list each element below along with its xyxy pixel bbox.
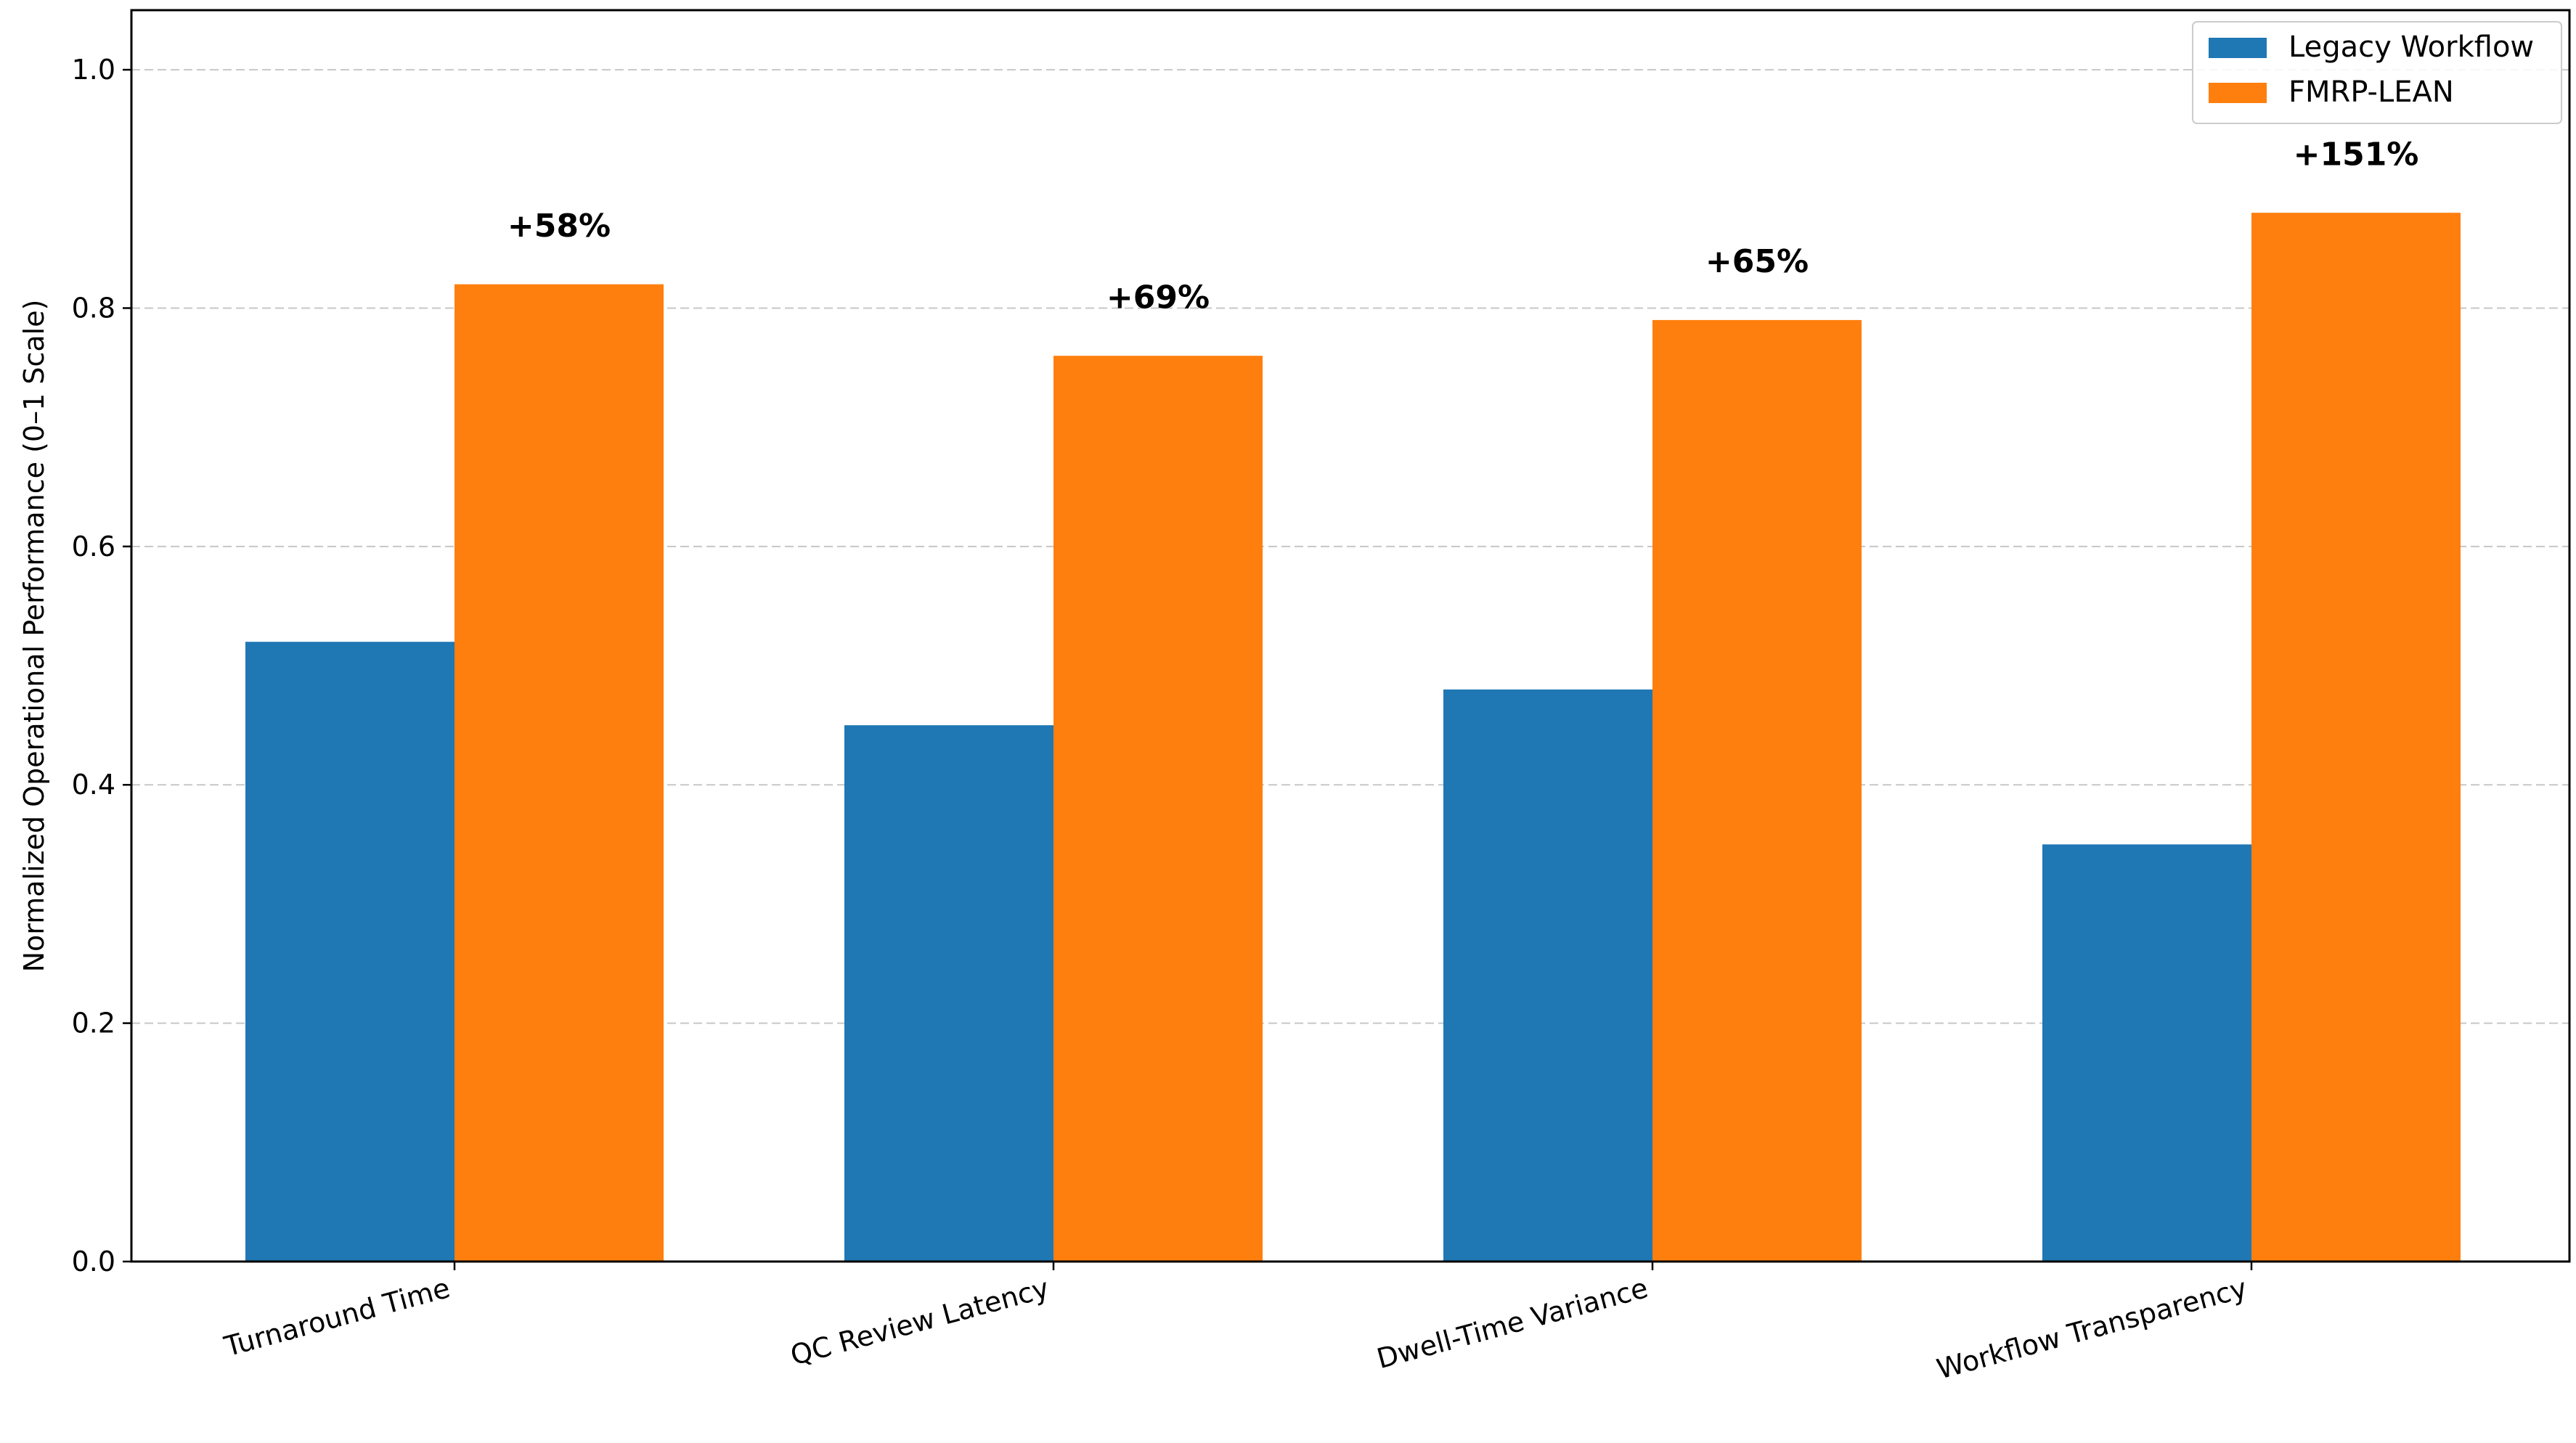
y-tick-label: 0.6: [72, 531, 115, 563]
legend: Legacy Workflow FMRP-LEAN: [2192, 21, 2562, 124]
annotation-layer: +58% +69% +65% +151%: [508, 136, 2419, 316]
improvement-annotation: +65%: [1705, 243, 1809, 280]
bar-fmrp-2: [1652, 319, 1862, 1262]
legend-swatch: [2209, 38, 2267, 58]
legend-label: Legacy Workflow: [2288, 30, 2534, 64]
bar-legacy-3: [2042, 844, 2251, 1262]
x-tick-label: QC Review Latency: [787, 1272, 1052, 1371]
y-tick-label: 0.0: [72, 1246, 115, 1278]
x-axis: Turnaround Time QC Review Latency Dwell-Ti…: [221, 1262, 2253, 1386]
bar-fmrp-1: [1053, 356, 1263, 1262]
improvement-annotation: +69%: [1106, 279, 1210, 316]
legend-box: [2192, 21, 2562, 124]
plot-frame: [130, 9, 2571, 1263]
x-tick-label: Turnaround Time: [221, 1272, 454, 1362]
bar-legacy-2: [1443, 689, 1652, 1262]
improvement-annotation: +58%: [508, 208, 611, 245]
x-tick-label: Dwell-Time Variance: [1374, 1272, 1652, 1375]
bar-legacy-0: [245, 642, 455, 1262]
bar-fmrp-0: [455, 284, 664, 1262]
y-tick-label: 0.2: [72, 1007, 115, 1039]
y-tick-label: 0.4: [72, 769, 115, 801]
x-tick-label: Workflow Transparency: [1933, 1272, 2250, 1385]
bar-fmrp-3: [2251, 213, 2461, 1262]
y-tick-label: 1.0: [72, 54, 115, 86]
bars-layer: [245, 213, 2461, 1262]
y-tick-label: 0.8: [72, 292, 115, 324]
bar-legacy-1: [844, 725, 1053, 1262]
improvement-annotation: +151%: [2294, 136, 2419, 173]
y-axis-label: Normalized Operational Performance (0–1 …: [18, 300, 50, 973]
y-axis: 0.0 0.2 0.4 0.6 0.8 1.0: [72, 54, 131, 1278]
legend-swatch: [2209, 83, 2267, 103]
legend-label: FMRP-LEAN: [2288, 75, 2454, 109]
